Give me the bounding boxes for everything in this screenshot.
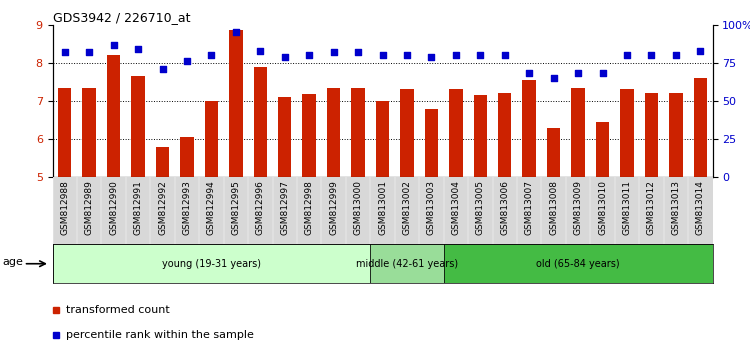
Bar [694,78,707,177]
Text: GSM812992: GSM812992 [158,181,167,235]
Point [499,52,511,58]
Bar [596,122,609,177]
Bar [302,94,316,177]
Text: percentile rank within the sample: percentile rank within the sample [66,330,254,339]
Bar [376,101,389,177]
Point [450,52,462,58]
Text: GSM813006: GSM813006 [500,181,509,235]
Point [58,49,70,55]
Bar [400,90,414,177]
Bar [180,137,194,177]
Point [670,52,682,58]
Text: GSM812995: GSM812995 [231,181,240,235]
Bar [254,67,267,177]
Text: GDS3942 / 226710_at: GDS3942 / 226710_at [53,11,190,24]
Text: GSM813007: GSM813007 [525,181,534,235]
Text: GSM813000: GSM813000 [353,181,362,235]
Bar [473,95,487,177]
Point [254,48,266,53]
Point [157,66,169,72]
Bar [156,147,170,177]
Point [621,52,633,58]
Text: GSM812988: GSM812988 [60,181,69,235]
Text: GSM812991: GSM812991 [134,181,142,235]
Text: GSM812999: GSM812999 [329,181,338,235]
Text: GSM812998: GSM812998 [304,181,313,235]
Bar [53,244,370,283]
Text: GSM812989: GSM812989 [85,181,94,235]
Bar [278,97,292,177]
Text: GSM812996: GSM812996 [256,181,265,235]
Bar [424,108,438,177]
Bar [645,93,658,177]
Text: old (65-84 years): old (65-84 years) [536,259,620,269]
Text: GSM813011: GSM813011 [622,181,632,235]
Bar [205,101,218,177]
Text: young (19-31 years): young (19-31 years) [162,259,261,269]
Point [694,48,706,53]
Point [425,54,437,59]
Bar [620,90,634,177]
Point [376,52,388,58]
Point [107,42,119,47]
Point [474,52,486,58]
Point [279,54,291,59]
Bar [229,30,242,177]
Point [206,52,218,58]
Text: GSM813002: GSM813002 [403,181,412,235]
Bar [547,127,560,177]
Point [596,71,608,76]
Point [646,52,658,58]
Point [230,29,242,35]
Bar [449,90,463,177]
Text: GSM813014: GSM813014 [696,181,705,235]
Bar [131,76,145,177]
Text: GSM813013: GSM813013 [671,181,680,235]
Text: GSM812994: GSM812994 [207,181,216,235]
Bar [82,87,96,177]
Text: GSM813001: GSM813001 [378,181,387,235]
Point [83,49,95,55]
Point [572,71,584,76]
Point [352,49,364,55]
Point [524,71,536,76]
Bar [498,93,512,177]
Bar [523,80,536,177]
Text: GSM813008: GSM813008 [549,181,558,235]
Bar [327,87,340,177]
Bar [443,244,712,283]
Bar [370,244,443,283]
Point [548,75,560,81]
Point [303,52,315,58]
Bar [669,93,682,177]
Text: middle (42-61 years): middle (42-61 years) [356,259,458,269]
Text: GSM813009: GSM813009 [574,181,583,235]
Text: GSM813004: GSM813004 [452,181,460,235]
Point [401,52,413,58]
Point [181,58,193,64]
Text: GSM812997: GSM812997 [280,181,290,235]
Text: GSM813012: GSM813012 [647,181,656,235]
Point [132,46,144,52]
Text: GSM812990: GSM812990 [109,181,118,235]
Text: GSM813003: GSM813003 [427,181,436,235]
Text: age: age [3,257,23,267]
Text: GSM813010: GSM813010 [598,181,607,235]
Point [328,49,340,55]
Text: GSM813005: GSM813005 [476,181,484,235]
Bar [572,87,585,177]
Text: GSM812993: GSM812993 [182,181,191,235]
Bar [58,87,71,177]
Bar [107,55,120,177]
Bar [351,87,364,177]
Text: transformed count: transformed count [66,305,170,315]
